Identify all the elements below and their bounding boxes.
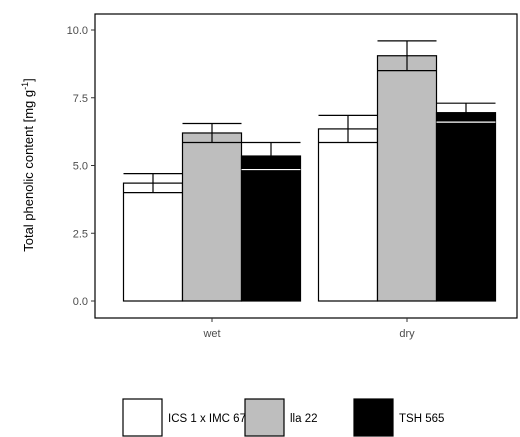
bar <box>376 55 438 302</box>
y-tick-label: 0.0 <box>73 296 88 308</box>
y-axis-title: Total phenolic content [mg g-1] <box>20 78 36 252</box>
y-axis-title-main: Total phenolic content [mg g <box>21 90 36 252</box>
legend-key <box>353 398 394 437</box>
bar <box>240 155 302 302</box>
legend-label: ICS 1 x IMC 67 <box>168 413 246 425</box>
legend-label: lla 22 <box>290 413 318 425</box>
x-tick-label: wet <box>202 328 220 340</box>
legend-key <box>122 398 163 437</box>
legend: ICS 1 x IMC 67 lla 22 TSH 565 <box>122 398 444 437</box>
bar <box>435 112 497 302</box>
y-tick-label: 5.0 <box>73 161 88 173</box>
legend-label: TSH 565 <box>399 413 444 425</box>
bars <box>122 55 497 302</box>
y-axis-title-superscript: -1 <box>20 82 30 90</box>
bar <box>317 128 379 302</box>
y-tick-label: 10.0 <box>67 25 88 37</box>
y-axis-title-group: Total phenolic content [mg g-1] <box>20 78 36 252</box>
y-axis-title-close: ] <box>21 78 36 82</box>
x-tick-label: dry <box>399 328 415 340</box>
y-tick-label: 2.5 <box>73 228 88 240</box>
axis-ticks: 0.0 2.5 5.0 7.5 10.0 wet dry <box>67 25 416 340</box>
bar <box>181 132 243 302</box>
error-bars <box>123 40 496 194</box>
bar <box>122 182 184 302</box>
y-tick-label: 7.5 <box>73 93 88 105</box>
legend-key <box>244 398 285 437</box>
